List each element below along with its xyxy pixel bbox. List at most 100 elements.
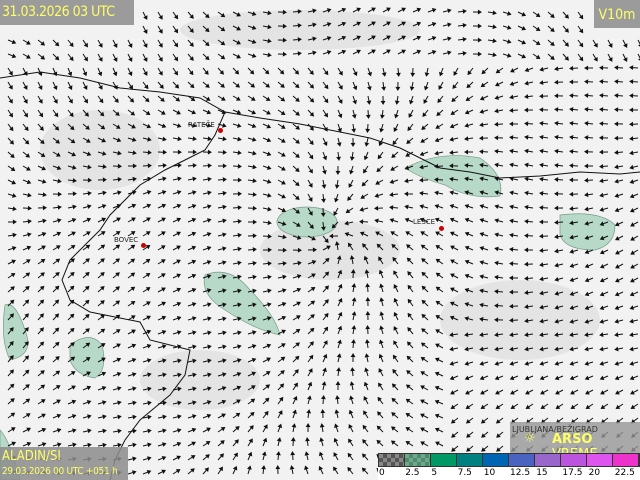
wind-arrow	[82, 177, 92, 183]
wind-arrow	[607, 39, 613, 48]
wind-arrow	[539, 205, 549, 211]
wind-arrow	[247, 385, 256, 391]
wind-arrow	[232, 452, 238, 461]
wind-arrow	[464, 123, 474, 128]
wind-arrow	[472, 23, 482, 29]
wind-arrow	[217, 67, 224, 75]
wind-arrow	[479, 232, 489, 237]
wind-arrow	[584, 149, 594, 155]
wind-arrow	[127, 258, 136, 265]
wind-arrow	[172, 231, 181, 237]
wind-arrow	[172, 259, 181, 265]
wind-arrow	[232, 385, 242, 391]
wind-arrow	[292, 260, 302, 266]
wind-arrow	[584, 206, 594, 212]
wind-arrow	[7, 81, 13, 90]
wind-arrow	[397, 35, 406, 41]
wind-arrow	[419, 164, 429, 170]
wind-arrow	[539, 107, 549, 113]
wind-arrow	[37, 67, 43, 77]
wind-arrow	[97, 442, 107, 448]
wind-arrow	[457, 22, 467, 28]
wind-arrow	[391, 151, 399, 158]
wind-arrow	[350, 353, 356, 363]
wind-arrow	[389, 205, 399, 210]
wind-arrow	[7, 427, 16, 433]
wind-arrow	[247, 398, 256, 405]
wind-arrow	[464, 136, 474, 142]
wind-arrow	[405, 413, 414, 419]
model-name: ALADIN/SI	[2, 449, 61, 464]
wind-arrow	[22, 53, 31, 59]
wind-arrow	[187, 81, 195, 89]
wind-arrow	[367, 21, 376, 27]
wind-arrow	[157, 469, 167, 475]
wind-arrow	[569, 220, 579, 226]
wind-arrow	[127, 300, 136, 307]
wind-arrow	[437, 95, 444, 104]
wind-arrow	[97, 371, 107, 377]
wind-arrow	[524, 276, 534, 281]
wind-arrow	[217, 190, 227, 196]
wind-arrow	[97, 190, 107, 196]
wind-arrow	[232, 260, 242, 266]
wind-arrow	[142, 53, 148, 62]
wind-arrow	[599, 65, 609, 71]
wind-arrow	[392, 354, 399, 363]
wind-arrow	[479, 162, 489, 168]
wind-arrow	[539, 233, 549, 239]
wind-arrow	[524, 361, 534, 366]
wind-arrow	[157, 53, 163, 62]
wind-arrow	[172, 149, 182, 155]
wind-arrow	[142, 287, 151, 293]
wind-arrow	[457, 50, 467, 56]
wind-arrow	[22, 245, 32, 251]
wind-arrow	[217, 466, 223, 475]
wind-arrow	[322, 353, 328, 363]
wind-arrow	[554, 262, 564, 268]
wind-arrow	[172, 287, 182, 293]
wind-arrow	[629, 150, 639, 156]
wind-arrow	[187, 358, 197, 364]
wind-arrow	[97, 272, 105, 279]
wind-arrow	[554, 162, 564, 168]
wind-arrow	[37, 413, 46, 419]
wind-arrow	[364, 367, 369, 377]
wind-arrow	[569, 79, 579, 85]
wind-arrow	[97, 357, 106, 363]
wind-arrow	[22, 81, 28, 90]
wind-arrow	[67, 109, 74, 118]
wind-arrow	[142, 414, 152, 420]
wind-arrow	[450, 389, 459, 395]
wind-arrow	[97, 428, 107, 434]
wind-arrow	[112, 343, 121, 349]
wind-arrow	[554, 205, 564, 211]
wind-arrow	[479, 316, 489, 322]
wind-arrow	[97, 109, 105, 117]
wind-arrow	[157, 386, 167, 392]
wind-arrow	[365, 123, 371, 133]
station-label: LJUBLJANA/BEŽIGRAD	[512, 425, 598, 434]
wind-arrow	[172, 67, 179, 76]
wind-arrow	[451, 431, 459, 438]
wind-arrow	[247, 192, 257, 197]
wind-arrow	[142, 372, 152, 378]
wind-arrow	[434, 357, 444, 363]
wind-arrow	[277, 410, 283, 419]
wind-arrow	[52, 341, 60, 349]
wind-arrow	[262, 24, 272, 30]
wind-arrow	[509, 108, 519, 113]
wind-arrow	[67, 428, 77, 434]
wind-arrow	[479, 135, 489, 141]
wind-arrow	[434, 150, 444, 156]
wind-arrow	[82, 53, 88, 62]
wind-arrow	[419, 177, 429, 183]
wind-arrow	[52, 165, 62, 171]
wind-arrow	[352, 95, 357, 105]
wind-arrow	[472, 51, 482, 57]
wind-arrow	[412, 7, 422, 13]
wind-arrow	[554, 332, 564, 338]
wind-arrow	[127, 231, 136, 237]
wind-arrow	[127, 286, 136, 293]
